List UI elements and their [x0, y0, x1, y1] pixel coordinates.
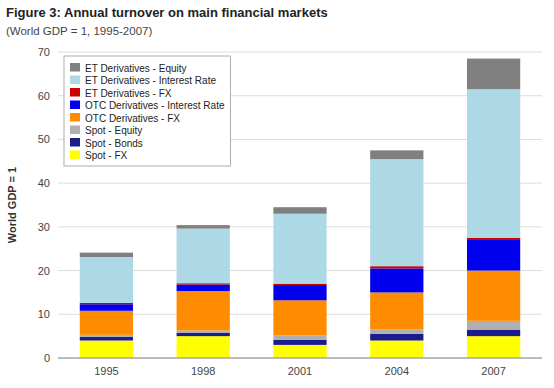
chart-container: Figure 3: Annual turnover on main financ…: [0, 0, 554, 388]
bar-segment: [273, 345, 326, 358]
bar-segment: [80, 335, 133, 337]
bar-segment: [370, 159, 423, 266]
legend-swatch: [70, 113, 80, 122]
subtitle: (World GDP = 1, 1995-2007): [6, 25, 152, 37]
bar-segment: [80, 337, 133, 340]
bar-segment: [273, 214, 326, 284]
bar-segment: [273, 207, 326, 214]
bar-segment: [177, 229, 230, 284]
legend-label: Spot - Bonds: [85, 138, 143, 149]
x-tick-label: 2004: [385, 365, 409, 377]
legend-label: OTC Derivatives - Interest Rate: [85, 100, 225, 111]
legend-label: Spot - Equity: [85, 125, 142, 136]
legend-swatch: [70, 88, 80, 97]
legend-label: Spot - FX: [85, 150, 128, 161]
grid-line: [58, 358, 542, 359]
legend-swatch: [70, 138, 80, 147]
bar-segment: [80, 311, 133, 335]
bar-segment: [80, 303, 133, 304]
bar-segment: [370, 334, 423, 341]
y-tick-label: 40: [38, 177, 50, 189]
legend-swatch: [70, 101, 80, 110]
x-axis-line: [58, 358, 542, 359]
legend-swatch: [70, 76, 80, 85]
bar-segment: [177, 336, 230, 358]
bar-segment: [467, 240, 520, 271]
bar-segment: [80, 304, 133, 311]
bar-segment: [273, 335, 326, 339]
bar-segment: [273, 300, 326, 335]
bar-segment: [467, 321, 520, 330]
bars: [80, 59, 520, 358]
legend-label: ET Derivatives - Equity: [85, 63, 187, 74]
x-tick-label: 2007: [481, 365, 505, 377]
bar-segment: [80, 341, 133, 358]
y-tick-label: 10: [38, 308, 50, 320]
bar-segment: [370, 292, 423, 329]
x-tick-label: 2001: [288, 365, 312, 377]
bar-segment: [370, 330, 423, 334]
bar-segment: [80, 257, 133, 303]
y-tick-label: 60: [38, 90, 50, 102]
bar-segment: [80, 253, 133, 257]
y-tick-label: 50: [38, 133, 50, 145]
bar-segment: [370, 150, 423, 159]
bar-segment: [177, 285, 230, 292]
bar-segment: [273, 340, 326, 345]
bar-segment: [177, 333, 230, 336]
legend-swatch: [70, 63, 80, 72]
bar-segment: [177, 225, 230, 228]
bar-segment: [467, 336, 520, 358]
title: Figure 3: Annual turnover on main financ…: [6, 5, 328, 20]
bar-segment: [467, 330, 520, 337]
y-tick-label: 0: [44, 352, 50, 364]
bar-segment: [177, 291, 230, 330]
y-axis-label: World GDP = 1: [6, 167, 18, 243]
grid-line: [58, 52, 542, 53]
x-tick-label: 1995: [94, 365, 118, 377]
bar-segment: [467, 59, 520, 90]
bar-segment: [467, 89, 520, 238]
legend-swatch: [70, 126, 80, 135]
bar-segment: [273, 285, 326, 300]
chart: Figure 3: Annual turnover on main financ…: [0, 0, 554, 388]
bar-segment: [370, 268, 423, 292]
bar-segment: [177, 330, 230, 332]
y-tick-label: 30: [38, 221, 50, 233]
y-tick-label: 20: [38, 265, 50, 277]
bar-segment: [177, 283, 230, 284]
legend: ET Derivatives - EquityET Derivatives - …: [64, 56, 230, 166]
x-tick-label: 1998: [191, 365, 215, 377]
y-tick-label: 70: [38, 46, 50, 58]
bar-segment: [370, 266, 423, 268]
bar-segment: [273, 284, 326, 285]
bar-segment: [467, 271, 520, 321]
legend-label: ET Derivatives - Interest Rate: [85, 75, 216, 86]
legend-swatch: [70, 151, 80, 160]
legend-label: ET Derivatives - FX: [85, 88, 172, 99]
legend-label: OTC Derivatives - FX: [85, 113, 180, 124]
legend-frame: [64, 56, 230, 166]
bar-segment: [467, 238, 520, 240]
bar-segment: [370, 341, 423, 358]
y-grid: [58, 52, 542, 358]
